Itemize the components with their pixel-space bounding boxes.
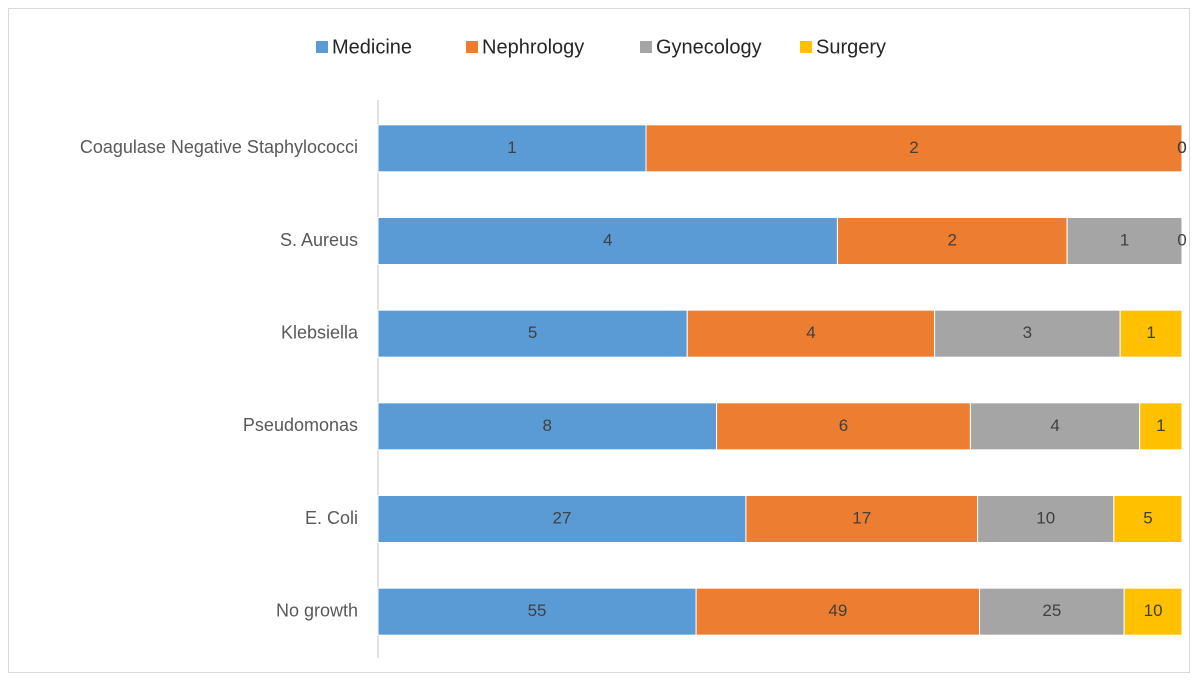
y-tick-label: S. Aureus <box>280 230 358 250</box>
y-tick-label: No growth <box>276 600 358 620</box>
data-label: 1 <box>1146 323 1155 342</box>
bar-segment <box>1113 495 1183 543</box>
data-label: 8 <box>543 416 552 435</box>
data-label: 0 <box>1177 138 1186 157</box>
legend-swatch <box>800 41 812 53</box>
data-label: 55 <box>528 601 547 620</box>
data-label: 2 <box>909 138 918 157</box>
data-label: 5 <box>528 323 537 342</box>
bar-segment <box>377 217 838 265</box>
bar-segment <box>686 309 936 358</box>
y-tick-label: E. Coli <box>305 508 358 528</box>
bar-segment <box>377 587 697 636</box>
bar-segment <box>377 402 718 451</box>
data-label: 25 <box>1042 601 1061 620</box>
legend-label: Medicine <box>332 36 412 58</box>
bar-segment <box>695 587 981 636</box>
bar-segment <box>1139 402 1183 451</box>
y-tick-label: Klebsiella <box>281 322 359 342</box>
data-label: 27 <box>553 508 572 527</box>
legend-label: Gynecology <box>656 36 762 58</box>
bar-segment <box>979 587 1125 636</box>
legend-swatch <box>466 41 478 53</box>
bar-segment <box>377 309 688 358</box>
bar-segment <box>1119 309 1183 358</box>
data-label: 10 <box>1036 508 1055 527</box>
bar-segment <box>745 495 979 543</box>
data-label: 17 <box>852 508 871 527</box>
bar-segment <box>377 124 647 173</box>
data-label: 4 <box>603 230 612 249</box>
data-label: 1 <box>507 138 516 157</box>
legend-swatch <box>640 41 652 53</box>
bar-segment <box>1066 217 1183 265</box>
bar-segment <box>645 124 1183 173</box>
data-label: 4 <box>806 323 815 342</box>
data-label: 2 <box>948 230 957 249</box>
data-label: 6 <box>839 416 848 435</box>
data-label: 1 <box>1156 416 1165 435</box>
legend-swatch <box>316 41 328 53</box>
data-label: 0 <box>1177 138 1186 157</box>
y-tick-label: Coagulase Negative Staphylococci <box>80 137 358 157</box>
bar-segment <box>377 495 747 543</box>
legend-label: Nephrology <box>482 36 584 58</box>
bar-segment <box>934 309 1121 358</box>
bar-segment <box>977 495 1115 543</box>
y-tick-label: Pseudomonas <box>243 415 358 435</box>
data-label: 0 <box>1177 230 1186 249</box>
legend-label: Surgery <box>816 36 886 58</box>
data-label: 5 <box>1143 508 1152 527</box>
bar-segment <box>1123 587 1183 636</box>
bar-segment <box>716 402 971 451</box>
data-label: 4 <box>1050 416 1059 435</box>
data-label: 10 <box>1144 601 1163 620</box>
bar-segment <box>969 402 1141 451</box>
data-label: 49 <box>828 601 847 620</box>
data-label: 1 <box>1120 230 1129 249</box>
data-label: 3 <box>1023 323 1032 342</box>
bar-segment <box>836 217 1068 265</box>
